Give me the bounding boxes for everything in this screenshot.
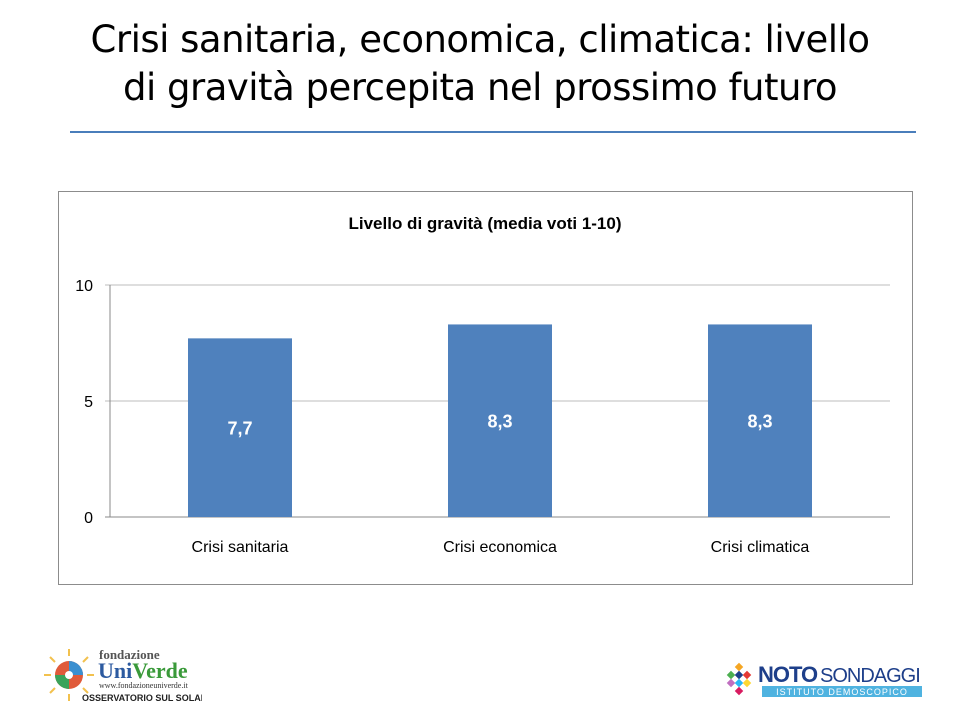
- logo-tagline-text: ISTITUTO DEMOSCOPICO: [776, 687, 908, 697]
- slide-title-line-1: Crisi sanitaria, economica, climatica: l…: [90, 18, 870, 61]
- logo-osservatorio-text: OSSERVATORIO SUL SOLARE: [82, 693, 202, 703]
- slide-title-line-2: di gravità percepita nel prossimo futuro: [122, 66, 838, 109]
- data-label: 8,3: [487, 412, 512, 432]
- logo-url-text: www.fondazioneuniverde.it: [99, 681, 189, 690]
- chart-title: Livello di gravità (media voti 1-10): [348, 214, 621, 233]
- bar: [188, 338, 292, 517]
- bar: [448, 324, 552, 517]
- logo-uni-text: Uni: [98, 658, 132, 683]
- notosondaggi-logo: NOTO SONDAGGI ISTITUTO DEMOSCOPICO: [722, 660, 927, 700]
- y-tick-label: 10: [75, 278, 93, 295]
- x-tick-label: Crisi climatica: [711, 539, 810, 556]
- bar: [708, 324, 812, 517]
- sun-logo-icon: fondazione UniVerde www.fondazioneuniver…: [44, 647, 202, 703]
- diamond-logo-icon: NOTO SONDAGGI ISTITUTO DEMOSCOPICO: [726, 662, 922, 697]
- logo-noto-text: NOTO: [758, 662, 818, 687]
- logo-sondaggi-text: SONDAGGI: [820, 665, 920, 687]
- logo-fondazione-text: fondazione: [99, 647, 160, 662]
- x-tick-label: Crisi economica: [443, 539, 557, 556]
- y-tick-label: 0: [84, 510, 93, 527]
- data-label: 7,7: [227, 419, 252, 439]
- title-divider: [70, 131, 916, 133]
- data-label: 8,3: [747, 412, 772, 432]
- slide-title: Crisi sanitaria, economica, climatica: l…: [0, 16, 960, 112]
- logo-verde-text: Verde: [132, 658, 188, 683]
- y-tick-label: 5: [84, 394, 93, 411]
- x-tick-label: Crisi sanitaria: [192, 539, 289, 556]
- svg-text:UniVerde: UniVerde: [98, 658, 188, 683]
- univerde-logo: fondazione UniVerde www.fondazioneuniver…: [42, 645, 202, 705]
